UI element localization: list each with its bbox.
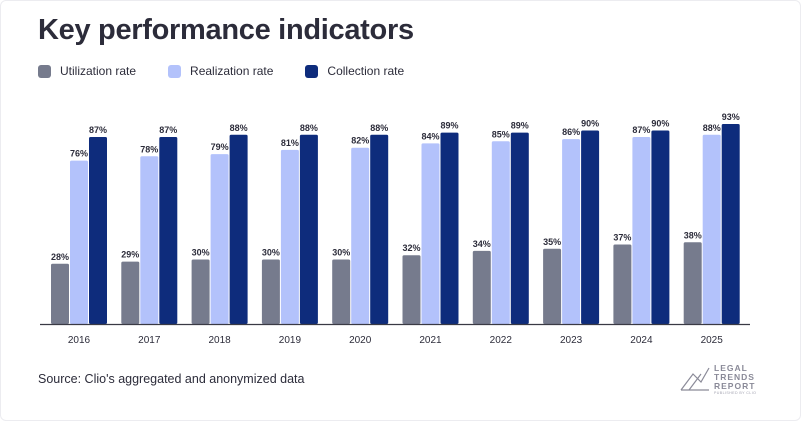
data-label-utilization-2022: 34% [473, 239, 491, 249]
x-tick-label-2019: 2019 [279, 335, 302, 346]
logo-line-2: TRENDS [714, 372, 755, 382]
data-label-collection-2019: 88% [300, 123, 318, 133]
data-label-collection-2021: 89% [440, 121, 458, 131]
legend-swatch-utilization [38, 64, 51, 78]
logo-tagline: PUBLISHED BY CLIO [714, 391, 756, 395]
data-label-utilization-2025: 38% [684, 230, 702, 240]
x-tick-label-2016: 2016 [68, 335, 91, 346]
logo-line-1: LEGAL [714, 363, 748, 373]
data-label-collection-2016: 87% [89, 125, 107, 135]
x-tick-label-2022: 2022 [490, 335, 513, 346]
data-label-collection-2018: 88% [230, 123, 248, 133]
x-tick-label-2023: 2023 [560, 335, 583, 346]
data-label-utilization-2023: 35% [543, 237, 561, 247]
x-tick-label-2021: 2021 [419, 335, 442, 346]
data-label-realization-2022: 85% [492, 129, 510, 139]
legal-trends-report-logo: LEGAL TRENDS REPORT PUBLISHED BY CLIO [680, 363, 756, 395]
data-label-realization-2020: 82% [351, 136, 369, 146]
data-label-utilization-2024: 37% [613, 232, 631, 242]
legend: Utilization rate Realization rate Collec… [38, 64, 436, 78]
bar-collection-2020 [370, 134, 389, 324]
bar-utilization-2025 [683, 242, 702, 324]
data-label-collection-2020: 88% [370, 123, 388, 133]
bar-utilization-2017 [121, 261, 140, 324]
bar-utilization-2023 [543, 248, 562, 324]
data-label-utilization-2018: 30% [192, 248, 210, 258]
x-tick-label-2018: 2018 [208, 335, 231, 346]
logo-mark-icon [680, 367, 710, 391]
bar-collection-2018 [229, 134, 248, 324]
bar-collection-2016 [89, 136, 107, 324]
bar-utilization-2019 [261, 259, 280, 324]
bar-utilization-2022 [472, 250, 491, 324]
source-note: Source: Clio's aggregated and anonymized… [38, 372, 305, 386]
legend-item-collection: Collection rate [305, 64, 404, 78]
bar-realization-2017 [140, 156, 159, 324]
x-tick-label-2024: 2024 [630, 335, 653, 346]
data-label-collection-2024: 90% [651, 119, 669, 129]
legend-label-utilization: Utilization rate [60, 64, 137, 78]
bar-utilization-2024 [613, 244, 632, 324]
data-label-utilization-2019: 30% [262, 248, 280, 258]
x-tick-label-2025: 2025 [701, 335, 724, 346]
bar-realization-2023 [562, 139, 581, 324]
logo-line-3: REPORT [714, 381, 755, 391]
data-label-realization-2018: 79% [211, 142, 229, 152]
bar-realization-2025 [702, 134, 721, 324]
bar-realization-2022 [491, 141, 510, 324]
data-label-realization-2024: 87% [632, 125, 650, 135]
data-label-collection-2022: 89% [511, 121, 529, 131]
data-label-utilization-2016: 28% [51, 252, 69, 262]
bar-realization-2024 [632, 136, 651, 324]
bar-realization-2018 [210, 154, 229, 324]
bar-utilization-2021 [402, 255, 421, 324]
data-label-realization-2023: 86% [562, 127, 580, 137]
legend-swatch-realization [168, 64, 182, 78]
data-label-utilization-2021: 32% [402, 243, 420, 253]
data-label-realization-2021: 84% [421, 131, 439, 141]
bar-realization-2016 [70, 160, 88, 324]
bar-collection-2024 [651, 130, 670, 324]
data-label-collection-2023: 90% [581, 119, 599, 129]
bar-utilization-2016 [51, 263, 69, 324]
x-tick-label-2017: 2017 [138, 335, 161, 346]
data-label-utilization-2020: 30% [332, 248, 350, 258]
bar-utilization-2020 [332, 259, 351, 324]
data-label-realization-2016: 76% [70, 149, 88, 159]
bar-realization-2021 [421, 143, 440, 324]
data-label-realization-2017: 78% [140, 144, 158, 154]
data-label-realization-2025: 88% [703, 123, 721, 133]
bar-collection-2022 [510, 132, 529, 324]
legend-item-realization: Realization rate [168, 64, 273, 78]
chart-title: Key performance indicators [38, 14, 414, 46]
bar-collection-2023 [581, 130, 600, 324]
data-label-utilization-2017: 29% [121, 250, 139, 260]
data-label-collection-2017: 87% [159, 125, 177, 135]
bar-realization-2019 [280, 149, 299, 324]
legend-label-collection: Collection rate [327, 64, 405, 78]
bar-collection-2021 [440, 132, 459, 324]
data-label-collection-2025: 93% [722, 112, 740, 122]
data-label-realization-2019: 81% [281, 138, 299, 148]
legend-label-realization: Realization rate [190, 64, 274, 78]
x-tick-label-2020: 2020 [349, 335, 372, 346]
bar-collection-2019 [299, 134, 318, 324]
legend-item-utilization: Utilization rate [38, 64, 136, 78]
bar-utilization-2018 [191, 259, 210, 324]
bar-collection-2025 [721, 124, 740, 324]
bar-realization-2020 [351, 147, 370, 324]
bar-collection-2017 [159, 136, 178, 324]
legend-swatch-collection [305, 64, 319, 78]
